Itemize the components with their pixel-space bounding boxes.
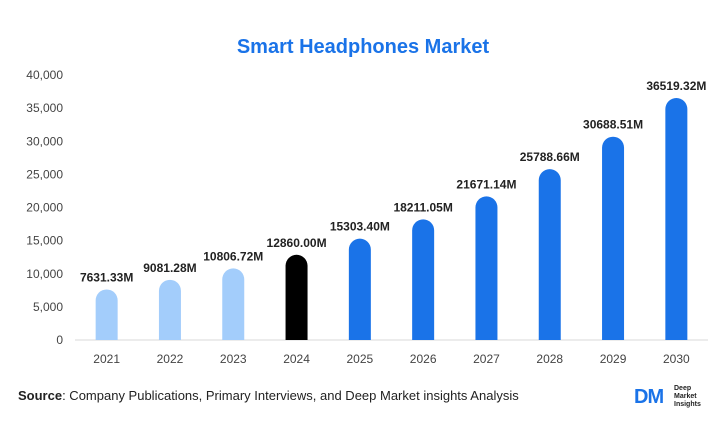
- x-tick-label: 2025: [346, 352, 373, 366]
- y-tick-label: 40,000: [26, 68, 63, 82]
- bar: [158, 279, 181, 340]
- bar: [412, 219, 435, 340]
- y-tick-label: 15,000: [26, 234, 63, 248]
- y-tick-label: 20,000: [26, 201, 63, 215]
- y-tick-label: 30,000: [26, 134, 63, 148]
- x-tick-label: 2029: [600, 352, 627, 366]
- logo-mark: DM: [634, 386, 664, 408]
- logo-line-1: Deep: [674, 385, 692, 392]
- y-tick-label: 0: [56, 333, 63, 347]
- y-tick-label: 35,000: [26, 101, 63, 115]
- x-tick-label: 2030: [663, 352, 690, 366]
- data-label: 21671.14M: [456, 177, 516, 191]
- y-tick-label: 10,000: [26, 267, 63, 281]
- bar: [602, 136, 625, 340]
- logo-line-3: Insights: [674, 401, 701, 408]
- bar: [285, 254, 308, 340]
- bar: [538, 169, 561, 340]
- x-tick-label: 2024: [283, 352, 310, 366]
- logo-line-2: Market: [674, 393, 697, 400]
- chart-title: Smart Headphones Market: [236, 36, 490, 58]
- bar: [665, 98, 688, 340]
- data-label: 30688.51M: [583, 118, 643, 132]
- data-label: 36519.32M: [646, 79, 706, 93]
- bar: [348, 238, 371, 340]
- source-text: : Company Publications, Primary Intervie…: [62, 388, 519, 403]
- logo-text: Deep Market Insights: [674, 385, 701, 409]
- data-label: 18211.05M: [393, 200, 452, 214]
- company-logo: DM Deep Market Insights: [634, 383, 724, 413]
- source-label: Source: [18, 388, 63, 403]
- x-tick-label: 2028: [536, 352, 563, 366]
- x-tick-label: 2027: [473, 352, 500, 366]
- data-label: 15303.40M: [330, 220, 390, 234]
- x-tick-label: 2023: [220, 352, 247, 366]
- data-label: 10806.72M: [203, 249, 263, 263]
- x-tick-label: 2026: [410, 352, 437, 366]
- bar: [222, 268, 245, 340]
- x-tick-label: 2021: [93, 352, 120, 366]
- source-note: Source: Company Publications, Primary In…: [18, 388, 519, 403]
- bar: [475, 196, 498, 340]
- y-tick-label: 25,000: [26, 167, 63, 181]
- bar: [95, 289, 118, 340]
- data-label: 12860.00M: [267, 236, 327, 250]
- y-tick-label: 5,000: [33, 300, 63, 314]
- x-tick-label: 2022: [157, 352, 184, 366]
- data-label: 25788.66M: [520, 150, 580, 164]
- data-label: 9081.28M: [143, 261, 196, 275]
- data-label: 7631.33M: [80, 270, 133, 284]
